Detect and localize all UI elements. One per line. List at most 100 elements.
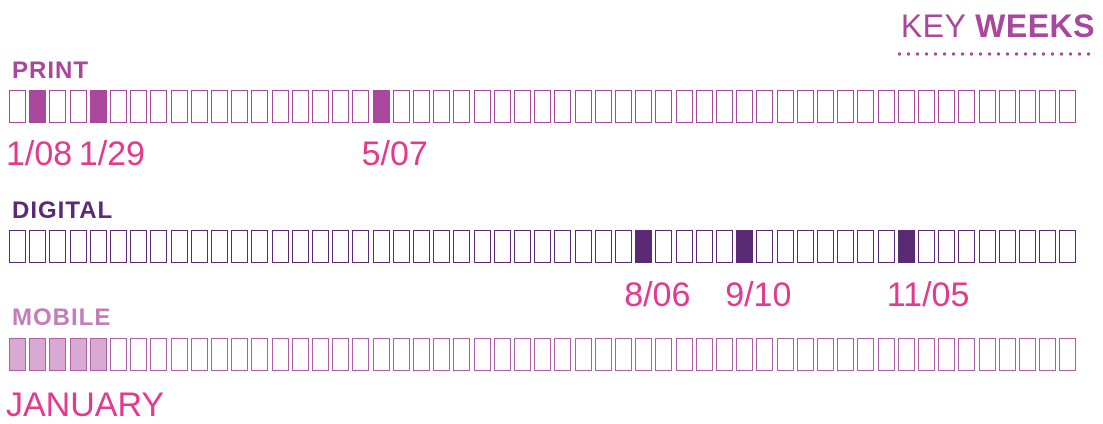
digital-week-cell [776,230,794,263]
digital-week-cell [918,230,935,263]
mobile-week-cell [271,338,289,371]
digital-week-cell [29,230,47,263]
mobile-week-cell [332,338,350,371]
print-week-cell [332,90,350,123]
print-week-cell [675,90,693,123]
print-label: PRINT [12,57,89,84]
digital-week-cell [130,230,148,263]
mobile-week-cell [594,338,612,371]
print-week-cell [473,90,491,123]
mobile-week-cell [49,338,67,371]
print-week-cell [877,90,895,123]
mobile-week-cell [615,338,632,371]
print-week-cell [352,90,370,123]
digital-week-cell [554,230,572,263]
digital-week-cell [615,230,632,263]
mobile-week-cell [897,338,915,371]
mobile-week-cell [231,338,249,371]
digital-date-label: 8/06 [624,276,691,314]
mobile-week-cell [796,338,814,371]
print-week-cell [635,90,653,123]
digital-week-cell [392,230,410,263]
digital-week-cell [837,230,855,263]
print-week-cell [49,90,67,123]
print-week-cell [1039,90,1057,123]
print-week-cell [453,90,471,123]
digital-week-cell [69,230,87,263]
mobile-week-cell [675,338,693,371]
digital-week-cell [655,230,673,263]
mobile-week-cell [695,338,713,371]
print-date-label: 1/08 [6,135,73,173]
digital-date-label: 11/05 [886,276,970,314]
print-week-cell [817,90,834,123]
title-regular: KEY [900,8,966,44]
digital-week-cell [736,230,754,263]
mobile-week-cell [554,338,572,371]
mobile-week-cell [1059,338,1077,371]
print-date-label: 1/29 [78,135,145,173]
print-week-cell [534,90,552,123]
digital-week-cell [635,230,653,263]
mobile-week-cell [251,338,269,371]
print-week-cell [493,90,511,123]
print-week-cell [594,90,612,123]
print-week-cell [514,90,531,123]
mobile-week-cell [190,338,208,371]
print-week-cell [150,90,168,123]
digital-week-cell [938,230,956,263]
digital-week-cell [1019,230,1036,263]
mobile-week-cell [352,338,370,371]
digital-week-cell [594,230,612,263]
digital-week-cell [857,230,875,263]
mobile-week-cell [493,338,511,371]
digital-week-cell [877,230,895,263]
print-week-cell [574,90,592,123]
digital-week-cell [756,230,774,263]
mobile-week-cell [756,338,774,371]
digital-week-cell [958,230,976,263]
print-week-cell [69,90,87,123]
digital-week-cell [170,230,188,263]
mobile-week-cell [473,338,491,371]
digital-week-cell [453,230,471,263]
digital-week-cell [110,230,127,263]
digital-week-cell [897,230,915,263]
digital-week-cell [796,230,814,263]
print-week-cell [776,90,794,123]
print-week-cell [9,90,26,123]
digital-week-cell [352,230,370,263]
digital-week-cell [49,230,67,263]
mobile-week-cell [9,338,26,371]
mobile-week-cell [170,338,188,371]
print-week-cell [291,90,309,123]
mobile-week-cell [857,338,875,371]
title-dotted-underline [895,52,1095,56]
digital-week-cell [574,230,592,263]
mobile-week-cell [574,338,592,371]
digital-label: DIGITAL [12,197,114,224]
print-week-cell [231,90,249,123]
mobile-week-cell [453,338,471,371]
mobile-week-cell [938,338,956,371]
mobile-week-cell [837,338,855,371]
digital-week-cell [514,230,531,263]
mobile-week-cell [433,338,451,371]
print-week-cell [796,90,814,123]
mobile-week-cell [655,338,673,371]
print-week-cell [655,90,673,123]
print-week-cell [190,90,208,123]
print-week-cell [716,90,733,123]
title-bold: WEEKS [975,8,1095,44]
mobile-week-cell [413,338,430,371]
mobile-week-cell [776,338,794,371]
print-week-cell [897,90,915,123]
digital-week-cell [716,230,733,263]
print-week-cell [211,90,228,123]
print-week-cell [554,90,572,123]
mobile-date-label: JANUARY [6,386,165,424]
print-week-cell [837,90,855,123]
digital-week-cell [1039,230,1057,263]
print-week-row [9,90,1080,123]
digital-week-cell [332,230,350,263]
